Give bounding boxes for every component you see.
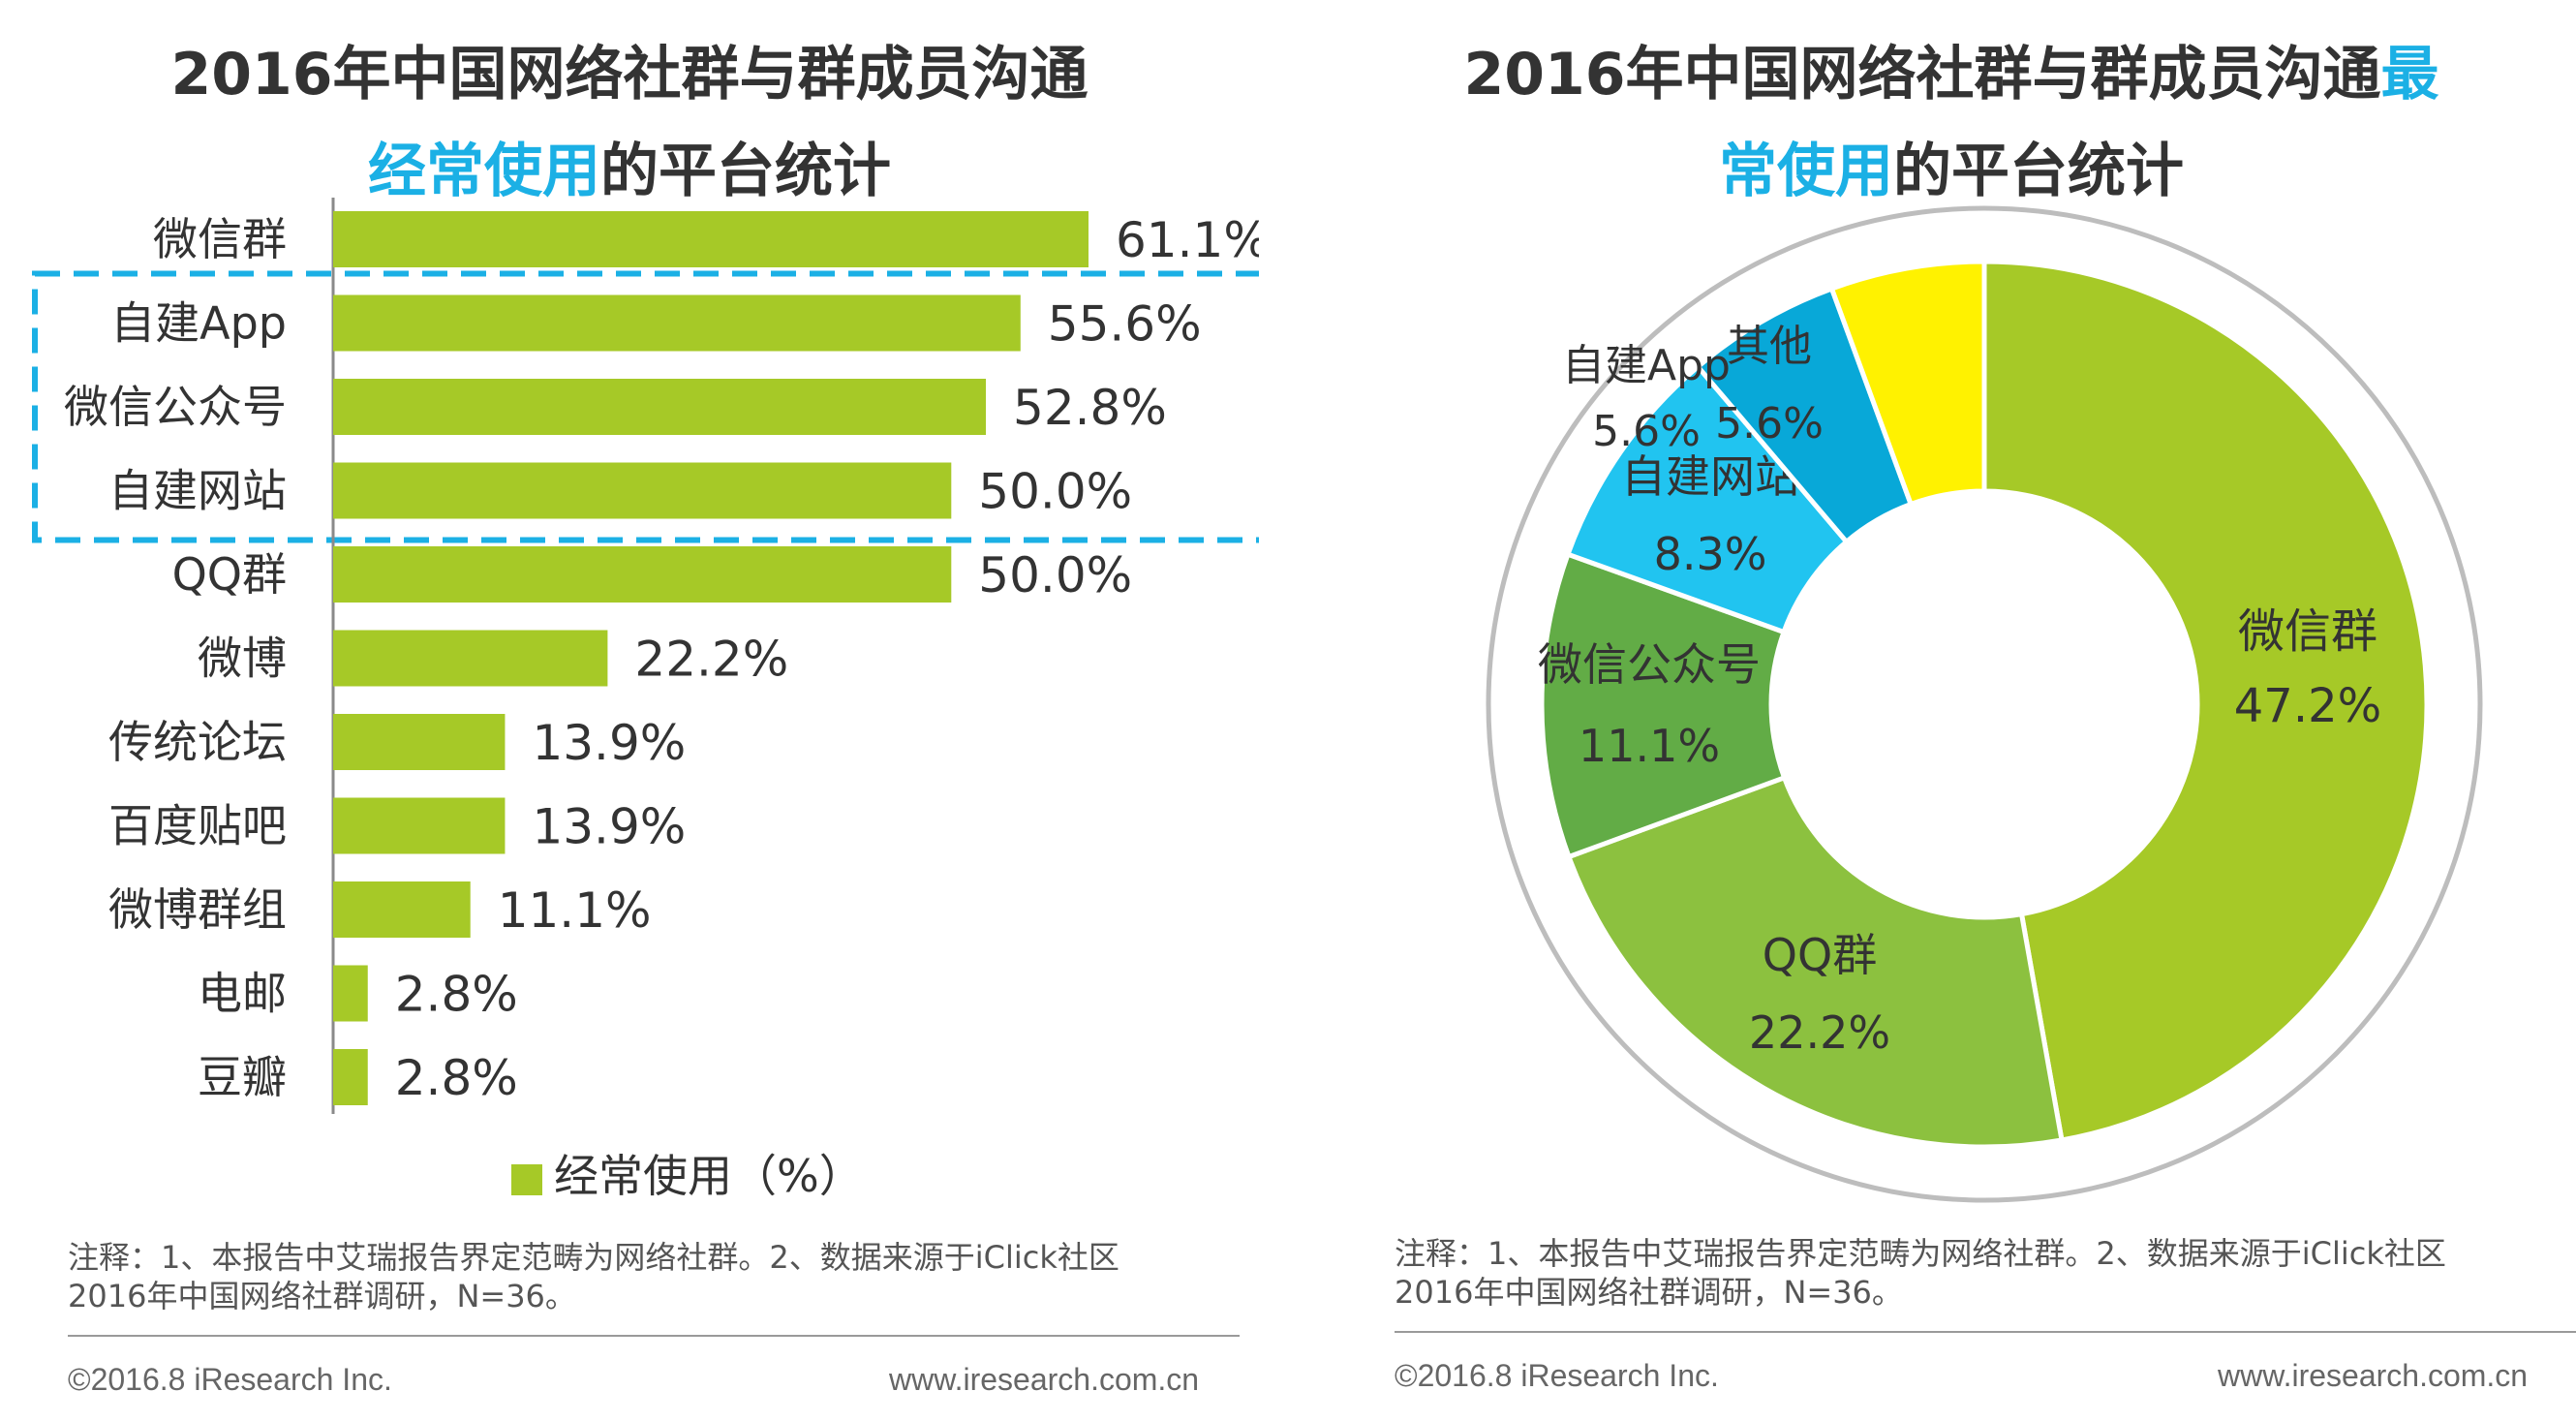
category-label: 微信群: [153, 213, 287, 265]
bar: [333, 294, 1021, 352]
slice-value-label: 5.6%: [1592, 407, 1701, 456]
slice-value-label: 22.2%: [1749, 1006, 1890, 1059]
slice-label: 其他: [1727, 322, 1812, 371]
donut-slice: [1828, 259, 1987, 508]
donut-chart-title-rest: 的平台统计: [1893, 138, 2184, 205]
footer-url[interactable]: www.iresearch.com.cn: [2218, 1358, 2529, 1393]
footer-copyright: ©2016.8 iResearch Inc.: [68, 1362, 392, 1397]
donut-chart-title-line2: 常使用的平台统计: [1327, 124, 2576, 208]
slice-label: 微信群: [2238, 604, 2377, 659]
footer-copyright: ©2016.8 iResearch Inc.: [1395, 1358, 1719, 1393]
donut-chart-title-line1: 2016年中国网络社群与群成员沟通最: [1327, 27, 2576, 111]
donut-slice: [1539, 550, 1788, 860]
donut-slice: [1981, 259, 2430, 1143]
bar: [333, 797, 506, 854]
legend-swatch: [511, 1163, 542, 1195]
value-label: 61.1%: [1116, 212, 1259, 268]
value-label: 50.0%: [978, 464, 1132, 520]
bar: [333, 714, 506, 770]
slice-label: 自建网站: [1621, 450, 1799, 503]
footer-divider: [1395, 1331, 2576, 1333]
donut-chart: 微信群 47.2% QQ群 22.2% 微信公众号 11.1% 自建网站 8.3% 自建App 5…: [1486, 205, 2483, 1203]
slice-value-label: 5.6%: [1715, 399, 1824, 448]
bar: [333, 881, 471, 938]
category-label: 传统论坛: [108, 716, 287, 768]
bar: [333, 546, 952, 603]
outer-ring: [1486, 205, 2483, 1203]
value-label: 55.6%: [1048, 296, 1202, 353]
value-label: 2.8%: [395, 1050, 518, 1106]
category-label: QQ群: [172, 548, 287, 601]
bar: [333, 1049, 368, 1105]
bar: [333, 965, 368, 1022]
bar-chart-title-highlight: 经常使用: [368, 138, 600, 205]
bar-chart-note: 注释：1、本报告中艾瑞报告界定范畴为网络社群。2、数据来源于iClick社区 2…: [68, 1238, 1249, 1315]
donut-slice: [1565, 774, 2065, 1150]
note-line1: 注释：1、本报告中艾瑞报告界定范畴为网络社群。2、数据来源于iClick社区: [68, 1239, 1119, 1276]
donut-chart-title-highlight-b: 常使用: [1719, 138, 1893, 205]
highlight-box: [32, 270, 1259, 543]
bar-chart-panel: 2016年中国网络社群与群成员沟通 经常使用的平台统计 微信群 61.1% 自建Ap…: [0, 0, 1259, 1422]
value-label: 11.1%: [498, 882, 652, 939]
donut-chart-title-main: 2016年中国网络社群与群成员沟通: [1463, 41, 2381, 108]
slice-value-label: 8.3%: [1654, 528, 1767, 580]
value-label: 22.2%: [634, 632, 788, 688]
note-line1: 注释：1、本报告中艾瑞报告界定范畴为网络社群。2、数据来源于iClick社区: [1395, 1235, 2446, 1272]
category-label: 自建App: [110, 297, 287, 350]
category-label: 微信公众号: [64, 381, 287, 433]
donut-chart-panel: 2016年中国网络社群与群成员沟通最 常使用的平台统计 微信群 47.2% QQ群 2…: [1327, 0, 2576, 1422]
bar-chart-title-line1: 2016年中国网络社群与群成员沟通: [170, 41, 1089, 108]
value-label: 52.8%: [1013, 380, 1167, 436]
slice-value-label: 11.1%: [1579, 720, 1720, 772]
donut-chart-note: 注释：1、本报告中艾瑞报告界定范畴为网络社群。2、数据来源于iClick社区 2…: [1395, 1234, 2576, 1312]
footer-url[interactable]: www.iresearch.com.cn: [889, 1362, 1200, 1397]
value-label: 50.0%: [978, 547, 1132, 603]
category-label: 微博群组: [108, 883, 287, 936]
slice-label: 自建App: [1562, 341, 1731, 390]
donut-chart-title-highlight-a: 最: [2380, 41, 2439, 108]
value-label: 13.9%: [532, 799, 686, 855]
bar: [333, 462, 952, 519]
bar-chart-title-rest: 的平台统计: [600, 138, 891, 205]
slice-label: QQ群: [1763, 929, 1877, 981]
category-label: 百度贴吧: [108, 800, 287, 852]
category-label: 豆瓣: [198, 1051, 287, 1103]
legend-label: 经常使用（%）: [554, 1150, 864, 1202]
bar: [333, 379, 987, 435]
bar-chart-legend: 经常使用（%）: [511, 1141, 864, 1205]
bar: [333, 211, 1089, 267]
slice-label: 微信公众号: [1538, 638, 1761, 691]
value-label: 13.9%: [532, 715, 686, 771]
slice-value-label: 47.2%: [2234, 679, 2381, 733]
value-label: 2.8%: [395, 967, 518, 1023]
footer-divider: [68, 1335, 1240, 1337]
note-line2: 2016年中国网络社群调研，N=36。: [1395, 1274, 1903, 1311]
note-line2: 2016年中国网络社群调研，N=36。: [68, 1278, 576, 1314]
category-label: 电邮: [198, 968, 287, 1020]
bar-chart-title-line2: 经常使用的平台统计: [0, 124, 1259, 208]
bar: [333, 630, 608, 687]
category-label: 微博: [198, 633, 287, 685]
bar-chart: 微信群 61.1% 自建App 55.6% 微信公众号 52.8% 自建网站 50.0% QQ群…: [32, 198, 1259, 1114]
category-label: 自建网站: [108, 465, 287, 517]
